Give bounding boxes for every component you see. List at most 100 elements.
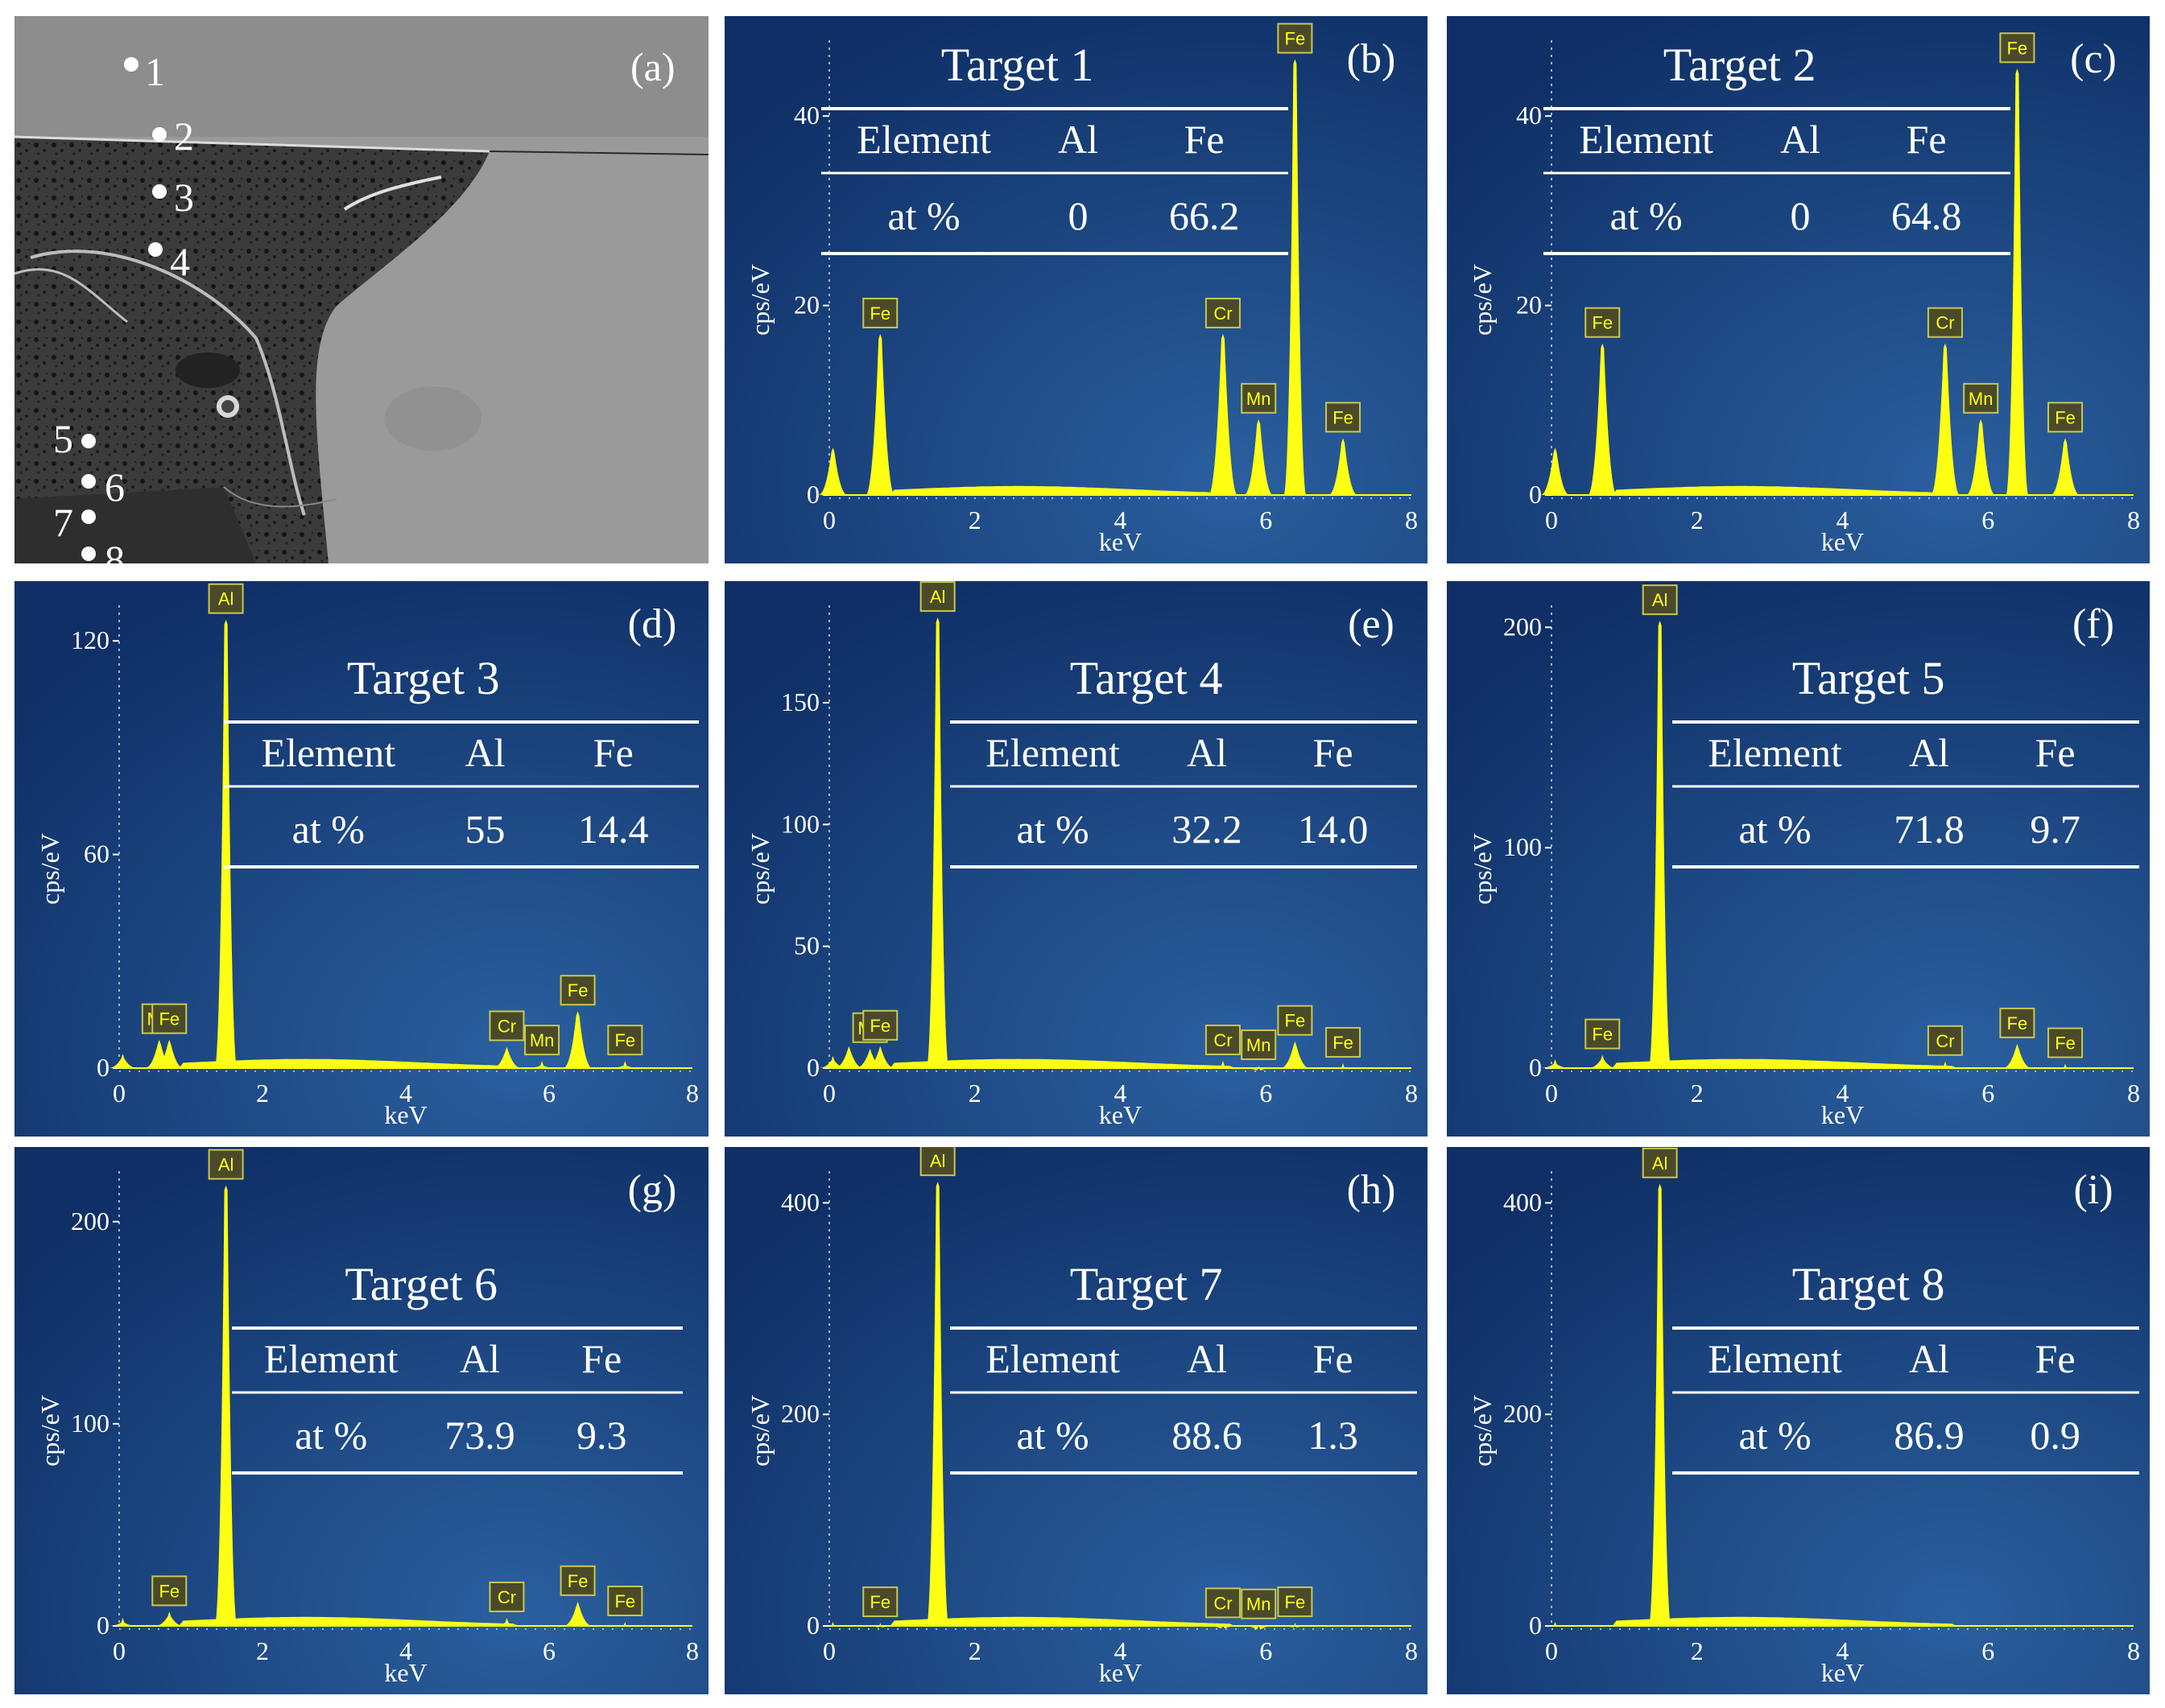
x-tick-label: 2 bbox=[256, 1079, 269, 1108]
x-tick-label: 8 bbox=[1405, 1079, 1418, 1108]
spectrum-peak bbox=[866, 1623, 895, 1628]
y-tick-label: 0 bbox=[1529, 1611, 1542, 1640]
peak-label-box bbox=[1325, 1026, 1361, 1058]
peak-label-box bbox=[1241, 1588, 1277, 1619]
table-header-al: Al bbox=[1909, 730, 1949, 775]
eds-spectrum-chart: 06012002468keVcps/eVMnFeAlCrMnFeFe(d)Tar… bbox=[14, 581, 709, 1137]
peak-label-box bbox=[1277, 1586, 1313, 1618]
peak-label-box bbox=[151, 1003, 188, 1034]
x-tick-label: 0 bbox=[1545, 505, 1558, 534]
spectrum-peak bbox=[866, 1046, 895, 1068]
panel-label: (e) bbox=[1348, 601, 1394, 647]
x-tick-label: 2 bbox=[969, 505, 981, 534]
peak-label-box bbox=[1963, 382, 1999, 414]
peak-label-box bbox=[607, 1585, 643, 1616]
table-header-fe: Fe bbox=[1907, 117, 1947, 162]
spectrum-peak bbox=[155, 1039, 184, 1068]
target-title: Target 5 bbox=[1792, 652, 1945, 704]
x-tick-label: 2 bbox=[256, 1636, 269, 1665]
spectrum-peak bbox=[818, 1055, 848, 1068]
peak-label-box bbox=[1927, 307, 1963, 338]
peak-label: Fe bbox=[870, 1592, 890, 1612]
table-header-fe: Fe bbox=[581, 1336, 622, 1381]
peak-label-box bbox=[862, 1009, 899, 1041]
y-tick-label: 0 bbox=[97, 1611, 109, 1640]
spectrum-peak bbox=[1648, 621, 1671, 1068]
x-tick-label: 4 bbox=[399, 1079, 412, 1108]
x-axis-label: keV bbox=[1099, 1658, 1142, 1687]
x-tick-label: 4 bbox=[1114, 1079, 1127, 1108]
peak-label: Fe bbox=[2007, 1013, 2028, 1033]
table-header-fe: Fe bbox=[1313, 730, 1353, 775]
chart-background bbox=[14, 581, 709, 1137]
peak-label: Fe bbox=[2055, 407, 2076, 427]
spectrum-peak bbox=[108, 1054, 138, 1068]
x-tick-label: 0 bbox=[823, 1636, 836, 1665]
peak-label: Fe bbox=[2055, 1033, 2076, 1054]
peak-label: Fe bbox=[1592, 1025, 1613, 1045]
sem-point-marker bbox=[81, 510, 96, 524]
chart-background bbox=[14, 1147, 709, 1694]
y-axis-label: cps/eV bbox=[746, 264, 775, 336]
table-value-al: 86.9 bbox=[1894, 1413, 1965, 1458]
spectrum-peak bbox=[155, 1611, 184, 1626]
spectrum-baseline bbox=[1551, 1616, 2134, 1627]
sem-point-marker bbox=[124, 57, 138, 72]
table-header-al: Al bbox=[460, 1336, 500, 1381]
table-value-fe: 1.3 bbox=[1308, 1413, 1358, 1458]
table-value-fe: 14.4 bbox=[578, 807, 649, 852]
peak-label: Cr bbox=[1213, 1030, 1232, 1050]
peak-label: Fe bbox=[1285, 1011, 1306, 1031]
y-tick-label: 20 bbox=[1516, 291, 1542, 320]
spectrum-peak bbox=[610, 1061, 640, 1068]
spectrum-peak bbox=[2002, 1043, 2032, 1068]
spectrum-baseline bbox=[119, 1058, 692, 1069]
sem-point-label: 5 bbox=[53, 416, 73, 461]
peak-label: Cr bbox=[1213, 303, 1232, 324]
table-row-label: at % bbox=[1738, 807, 1811, 852]
peak-label: Fe bbox=[568, 980, 589, 1000]
peak-label-box bbox=[1999, 32, 2035, 64]
x-tick-label: 4 bbox=[1114, 1636, 1127, 1665]
peak-label-box bbox=[208, 1149, 244, 1180]
x-tick-label: 6 bbox=[1981, 505, 1994, 534]
sem-point-marker bbox=[81, 474, 96, 489]
peak-label: Cr bbox=[1936, 1031, 1954, 1051]
peak-label-box bbox=[489, 1581, 525, 1612]
x-tick-label: 8 bbox=[2127, 505, 2140, 534]
x-tick-label: 8 bbox=[1405, 505, 1418, 534]
target-title: Target 6 bbox=[345, 1258, 498, 1310]
x-tick-label: 4 bbox=[399, 1636, 412, 1665]
x-tick-label: 4 bbox=[1114, 505, 1127, 534]
x-tick-label: 0 bbox=[1545, 1079, 1558, 1108]
peak-label: Cr bbox=[1936, 313, 1954, 333]
table-header-element: Element bbox=[264, 1336, 399, 1381]
spectrum-peak bbox=[1930, 1061, 1960, 1068]
x-tick-label: 0 bbox=[823, 505, 836, 534]
panel-label: (a) bbox=[630, 44, 676, 89]
x-axis-label: keV bbox=[1099, 1100, 1142, 1129]
x-tick-label: 6 bbox=[1259, 1079, 1272, 1108]
panel-label: (i) bbox=[2073, 1167, 2113, 1213]
y-tick-label: 100 bbox=[1503, 832, 1542, 861]
peak-label-box bbox=[2047, 1027, 2084, 1058]
spectrum-peak bbox=[1966, 419, 1996, 495]
chart-background bbox=[1447, 1147, 2150, 1694]
panel-label: (c) bbox=[2070, 36, 2117, 82]
spectrum-peak bbox=[492, 1617, 522, 1626]
peak-label: Cr bbox=[498, 1016, 516, 1036]
eds-spectrum-chart: 05010015002468keVcps/eVMnFeAlCrMnFeFe(e)… bbox=[725, 581, 1427, 1137]
peak-label: Fe bbox=[2007, 38, 2028, 58]
y-axis-label: cps/eV bbox=[35, 1395, 64, 1467]
spectrum-peak bbox=[1280, 1041, 1310, 1068]
x-tick-label: 2 bbox=[969, 1636, 981, 1665]
peak-label-box bbox=[524, 1025, 560, 1056]
x-axis-label: keV bbox=[1821, 527, 1864, 556]
spectrum-peak bbox=[610, 1621, 640, 1627]
peak-label: Al bbox=[930, 1151, 946, 1171]
spectrum-peak bbox=[926, 1182, 949, 1626]
target-title: Target 2 bbox=[1663, 39, 1816, 91]
table-header-element: Element bbox=[857, 117, 991, 162]
spectrum-peak bbox=[492, 1046, 522, 1068]
peak-label-box bbox=[862, 1586, 899, 1618]
